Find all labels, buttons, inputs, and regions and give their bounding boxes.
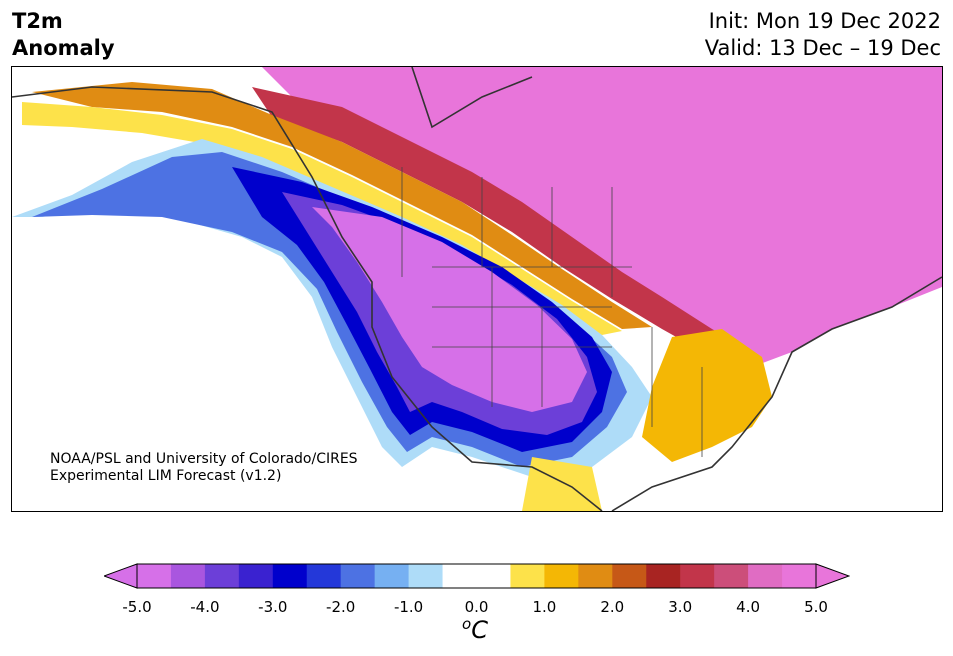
colorbar: [104, 563, 850, 589]
colorbar-swatch: [782, 564, 817, 588]
map-svg: [12, 67, 942, 511]
state-borders: [401, 167, 703, 457]
coastline: [12, 67, 942, 511]
colorbar-tick-label: -5.0: [122, 598, 152, 616]
colorbar-swatch: [238, 564, 274, 588]
anomaly-map: NOAA/PSL and University of Colorado/CIRE…: [11, 66, 943, 512]
colorbar-swatch: [170, 564, 206, 588]
colorbar-swatch: [544, 564, 579, 588]
southeast-warm: [642, 329, 772, 462]
colorbar-swatch: [340, 564, 376, 588]
colorbar-swatch: [680, 564, 715, 588]
colorbar-swatch: [646, 564, 681, 588]
colorbar-unit: oC: [462, 615, 488, 644]
colorbar-swatch: [442, 564, 477, 588]
warm-band-orange: [32, 82, 652, 329]
gulf-warm: [522, 457, 602, 511]
colorbar-max-extend: [815, 563, 850, 589]
colorbar-tick-label: -2.0: [326, 598, 356, 616]
colorbar-swatch: [578, 564, 613, 588]
colorbar-tick-label: 1.0: [532, 598, 557, 616]
colorbar-swatch: [748, 564, 783, 588]
colorbar-swatch: [374, 564, 410, 588]
colorbar-swatch: [204, 564, 240, 588]
colorbar-swatch: [408, 564, 444, 588]
warm-band-red: [252, 87, 757, 357]
colorbar-tick-label: -4.0: [190, 598, 220, 616]
forecast-dates: Init: Mon 19 Dec 2022 Valid: 13 Dec – 19…: [705, 8, 941, 62]
credit-line-2: Experimental LIM Forecast (v1.2): [50, 468, 282, 484]
init-date: Init: Mon 19 Dec 2022: [708, 9, 941, 33]
colorbar-min-extend: [104, 563, 138, 589]
colorbar-tick-label: 0.0: [464, 598, 489, 616]
colorbar-tick-label: -1.0: [393, 598, 424, 616]
credit-line-1: NOAA/PSL and University of Colorado/CIRE…: [50, 451, 358, 467]
colorbar-swatch: [272, 564, 308, 588]
cold-core: [312, 207, 587, 412]
colorbar-tick-label: 3.0: [668, 598, 693, 616]
colorbar-swatch: [510, 564, 545, 588]
valid-range: Valid: 13 Dec – 19 Dec: [704, 36, 941, 60]
colorbar-tick-label: 4.0: [736, 598, 761, 616]
colorbar-tick-label: 5.0: [804, 598, 828, 616]
colorbar-swatch: [137, 564, 172, 588]
colorbar-tick-label: -3.0: [258, 598, 288, 616]
credit-text: NOAA/PSL and University of Colorado/CIRE…: [50, 451, 358, 485]
colorbar-frame: [136, 563, 817, 589]
colorbar-swatch: [714, 564, 749, 588]
chart-title: T2m Anomaly: [12, 8, 115, 62]
colorbar-swatch: [476, 564, 511, 588]
title-line-2: Anomaly: [12, 36, 115, 60]
colorbar-swatch: [306, 564, 342, 588]
colorbar-ticks: -5.0 -4.0 -3.0 -2.0 -1.0 0.0 1.0 2.0 3.0 4.0 5.0: [104, 598, 849, 618]
title-line-1: T2m: [12, 9, 63, 33]
warm-anomaly-region: [262, 67, 942, 367]
colorbar-tick-label: 2.0: [600, 598, 625, 616]
colorbar-swatch: [612, 564, 647, 588]
